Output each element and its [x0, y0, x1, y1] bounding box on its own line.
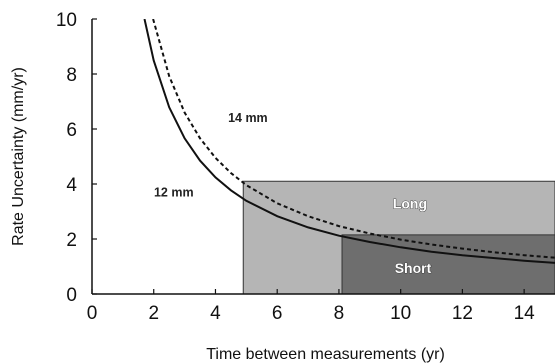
axes: 0 2 4 6 8 10 12 14 0 2 4 6 8 10 — [56, 10, 555, 324]
x-tick-label: 2 — [148, 303, 159, 324]
region-short — [341, 234, 555, 295]
y-tick-label: 8 — [66, 65, 77, 86]
y-tick-label: 2 — [66, 230, 77, 251]
shaded-regions — [242, 180, 555, 295]
labels: Time between measurements (yr) Rate Uncer… — [10, 67, 445, 363]
curve-label-12-mm: 12 mm — [154, 185, 194, 199]
curves — [143, 19, 555, 264]
x-tick-label: 8 — [334, 303, 345, 324]
region-label-long: Long — [393, 195, 427, 211]
x-tick-label: 14 — [514, 303, 536, 324]
x-tick-label: 12 — [452, 303, 473, 324]
curve-label-14-mm: 14 mm — [228, 111, 268, 125]
y-tick-label: 6 — [66, 120, 77, 141]
y-tick-label: 4 — [66, 175, 77, 196]
region-label-short: Short — [395, 260, 432, 276]
x-tick-label: 6 — [272, 303, 283, 324]
x-tick-label: 10 — [390, 303, 411, 324]
y-tick-label: 0 — [66, 285, 77, 306]
curve-12-mm — [143, 19, 555, 264]
y-axis-title: Rate Uncertainty (mm/yr) — [10, 67, 27, 246]
x-tick-label: 0 — [87, 303, 98, 324]
y-tick-label: 10 — [56, 10, 77, 31]
x-tick-label: 4 — [210, 303, 221, 324]
x-axis-title: Time between measurements (yr) — [206, 346, 445, 363]
